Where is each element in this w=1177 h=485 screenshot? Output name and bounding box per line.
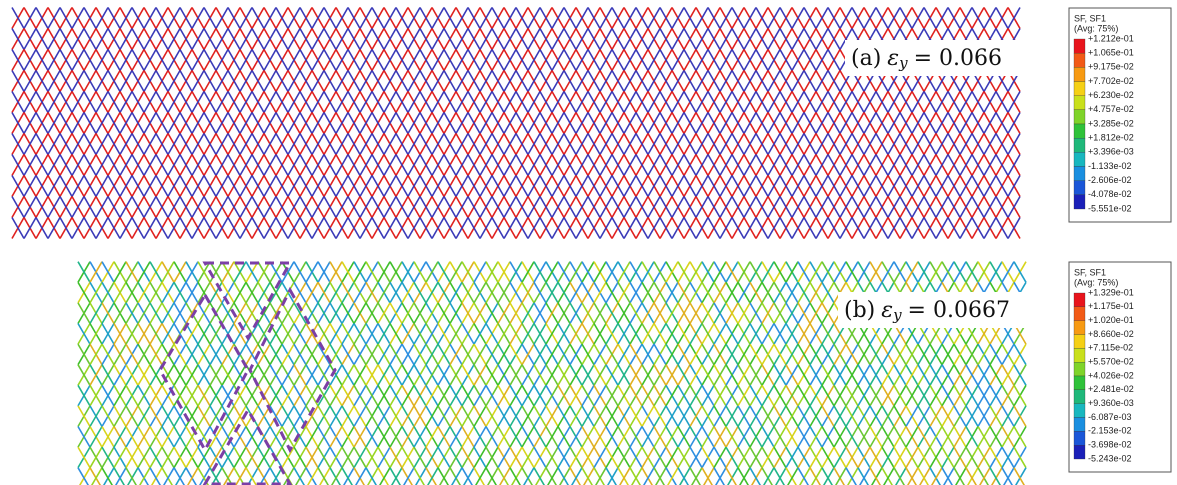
- color-band: [1074, 53, 1085, 67]
- color-band: [1074, 362, 1085, 376]
- legend-level: -3.698e-02: [1088, 440, 1132, 450]
- legend-title: SF, SF1: [1074, 13, 1106, 23]
- legend-level: -2.606e-02: [1088, 175, 1132, 185]
- legend-level: -4.078e-02: [1088, 189, 1132, 199]
- color-band: [1074, 431, 1085, 445]
- color-band: [1074, 321, 1085, 335]
- legend-level: +7.702e-02: [1088, 76, 1134, 86]
- panel-label: (b)εy = 0.0667: [844, 298, 1010, 324]
- legend-level: +8.660e-02: [1088, 329, 1134, 339]
- legend-subtitle: (Avg: 75%): [1074, 23, 1118, 33]
- legend-level: +9.175e-02: [1088, 62, 1134, 72]
- legend-level: -5.243e-02: [1088, 453, 1132, 463]
- legend-level: +7.115e-02: [1088, 343, 1133, 353]
- legend-level: +1.812e-02: [1088, 133, 1134, 143]
- legend-level: +1.065e-01: [1088, 48, 1134, 58]
- color-band: [1074, 181, 1085, 195]
- color-band: [1074, 418, 1085, 432]
- color-band: [1074, 335, 1085, 349]
- legend-level: +2.481e-02: [1088, 384, 1134, 394]
- legend-level: +3.285e-02: [1088, 118, 1134, 128]
- subscript: y: [892, 306, 902, 324]
- color-band: [1074, 67, 1085, 81]
- color-band: [1074, 82, 1085, 96]
- color-band: [1074, 390, 1085, 404]
- color-band: [1074, 307, 1085, 321]
- panel-letter: (b): [844, 298, 875, 323]
- color-band: [1074, 195, 1085, 209]
- color-band: [1074, 96, 1085, 110]
- strain-value: = 0.066: [914, 46, 1002, 71]
- legend-level: -5.551e-02: [1088, 203, 1132, 213]
- legend-level: +4.026e-02: [1088, 370, 1134, 380]
- color-band: [1074, 39, 1085, 53]
- panel-letter: (a): [851, 46, 881, 71]
- legend-level: -1.133e-02: [1088, 161, 1132, 171]
- panel-label: (a)εy = 0.066: [851, 46, 1002, 72]
- legend-level: +3.396e-03: [1088, 147, 1134, 157]
- subscript: y: [898, 54, 908, 72]
- legend-level: +6.230e-02: [1088, 90, 1134, 100]
- legend: SF, SF1(Avg: 75%)+1.212e-01 +1.065e-01 +9.…: [1069, 8, 1171, 222]
- legend-level: +1.329e-01: [1088, 287, 1134, 297]
- legend: SF, SF1(Avg: 75%)+1.329e-01 +1.175e-01 +1.…: [1069, 262, 1171, 472]
- legend-level: +1.212e-01: [1088, 33, 1134, 43]
- symbol: ε: [881, 298, 893, 323]
- color-band: [1074, 167, 1085, 181]
- legend-level: +1.175e-01: [1088, 301, 1134, 311]
- figure: (a)εy= 0.066SF, SF1(Avg: 75%)+1.212e-01+…: [0, 0, 1177, 485]
- color-band: [1074, 376, 1085, 390]
- legend-level: +5.570e-02: [1088, 357, 1134, 367]
- symbol: ε: [887, 46, 899, 71]
- dashed-triangle: [205, 410, 290, 484]
- color-band: [1074, 445, 1085, 459]
- color-band: [1074, 348, 1085, 362]
- legend-level: +9.360e-03: [1088, 398, 1134, 408]
- legend-level: +1.020e-01: [1088, 315, 1134, 325]
- legend-subtitle: (Avg: 75%): [1074, 277, 1118, 287]
- color-band: [1074, 152, 1085, 166]
- color-band: [1074, 293, 1085, 307]
- color-band: [1074, 404, 1085, 418]
- color-band: [1074, 138, 1085, 152]
- color-band: [1074, 110, 1085, 124]
- legend-level: +4.757e-02: [1088, 104, 1134, 114]
- legend-level: -2.153e-02: [1088, 426, 1132, 436]
- legend-level: -6.087e-03: [1088, 412, 1132, 422]
- color-band: [1074, 124, 1085, 138]
- strain-value: = 0.0667: [908, 298, 1010, 323]
- legend-title: SF, SF1: [1074, 267, 1106, 277]
